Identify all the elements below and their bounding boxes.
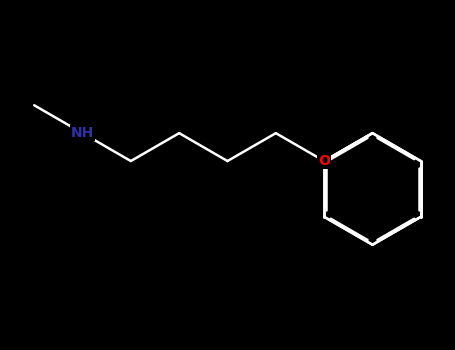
Text: NH: NH	[71, 126, 94, 140]
Text: O: O	[318, 154, 330, 168]
